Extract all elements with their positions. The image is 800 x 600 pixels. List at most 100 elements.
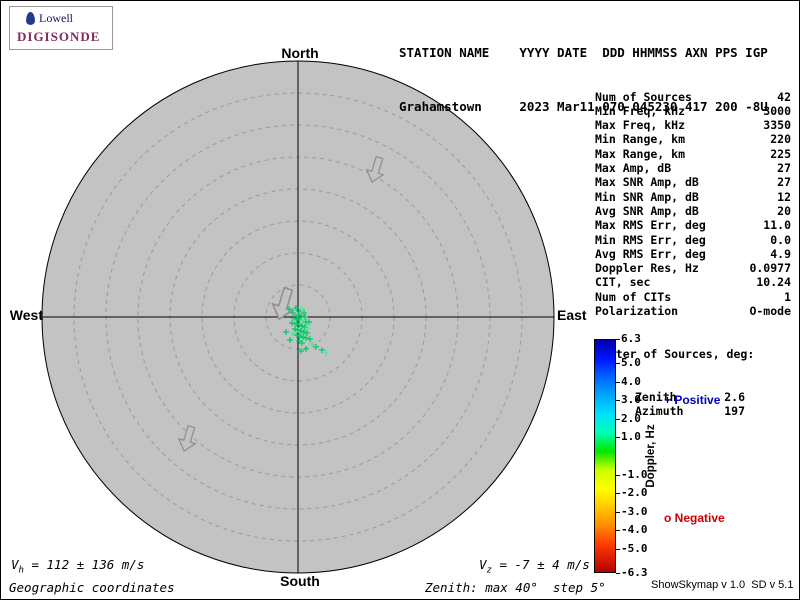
colorbar-tick-label: 6.3 — [621, 332, 641, 345]
stat-row: Min Range, km 220 — [595, 132, 791, 146]
colorbar-tick-mark — [616, 493, 620, 495]
software-version-text: ShowSkymap v 1.0 SD v 5.1 — [651, 579, 794, 591]
plus-marker-icon: + — [664, 393, 672, 407]
header-station-values: Grahamstown 2023 Mar11 070 045230 417 20… — [399, 99, 768, 114]
colorbar-tick-label: 3.0 — [621, 393, 641, 407]
stat-label: Max RMS Err, deg — [595, 218, 706, 233]
colorbar-tick-label: -2.0 — [621, 486, 648, 500]
stat-value: 3350 — [763, 118, 791, 133]
source-point — [303, 346, 309, 352]
stat-value: 10.24 — [756, 275, 791, 290]
colorbar-tick-label: -3.0 — [621, 504, 648, 518]
horizontal-velocity-text: Vh = 112 ± 136 m/s — [11, 557, 145, 576]
stat-value: 20 — [777, 203, 791, 218]
stat-value: O-mode — [749, 304, 791, 319]
colorbar-tick-mark — [616, 381, 620, 383]
stat-row: Max Range, km 225 — [595, 147, 791, 161]
stat-value: 0.0 — [770, 232, 791, 247]
stat-row: Doppler Res, Hz 0.0977 — [595, 261, 791, 275]
source-point — [307, 336, 313, 342]
source-point — [305, 325, 311, 331]
source-point — [319, 347, 325, 353]
source-point — [306, 319, 312, 325]
source-point — [290, 310, 296, 316]
cardinal-label-east: East — [557, 307, 587, 323]
source-point — [304, 330, 310, 336]
colorbar-tick-mark — [616, 530, 620, 532]
lowell-digisonde-logo: Lowell DIGISONDE — [9, 6, 113, 50]
stat-row: Max Amp, dB 27 — [595, 161, 791, 175]
stat-value: 197 — [724, 404, 745, 419]
colorbar-tick-label: 5.0 — [621, 356, 641, 370]
coordinates-note: Geographic coordinates — [9, 580, 175, 595]
colorbar-tick-mark — [616, 363, 620, 365]
colorbar-tick-label: -6.3 — [621, 566, 648, 579]
doppler-axis-label: Doppler, Hz — [645, 424, 657, 488]
source-point — [298, 328, 304, 334]
legend-positive: + Positive — [664, 393, 720, 407]
source-point — [295, 327, 301, 333]
source-point — [298, 313, 304, 319]
source-point — [291, 315, 297, 321]
stat-value: 220 — [770, 132, 791, 147]
source-point — [294, 316, 300, 322]
colorbar-tick-mark — [616, 511, 620, 513]
drift-arrow — [271, 286, 295, 321]
stat-label: Azimuth — [635, 404, 684, 419]
colorbar-tick-label: 2.0 — [621, 411, 641, 425]
source-point — [313, 344, 319, 350]
colorbar-tick-mark — [616, 339, 620, 340]
source-point — [297, 333, 303, 339]
stat-value: 0.0977 — [749, 261, 791, 276]
drift-arrow — [365, 155, 385, 183]
source-point — [323, 350, 329, 356]
stat-value: 11.0 — [763, 218, 791, 233]
source-point — [286, 306, 292, 312]
logo-lowell-text: Lowell — [39, 11, 73, 25]
colorbar-tick-mark — [616, 474, 620, 476]
stat-row: Avg RMS Err, deg 4.9 — [595, 247, 791, 261]
stats-rows: Num of Sources 42 Min Freq, kHz 3000 Max Fre… — [595, 90, 791, 319]
stat-row: Zenith 2.6 — [595, 390, 745, 404]
zenith-range-note: Zenith: max 40° step 5° — [425, 580, 606, 595]
stat-value: 1 — [784, 289, 791, 304]
station-header: STATION NAME YYYY DATE DDD HHMMSS AXN PP… — [399, 8, 768, 152]
source-point — [295, 312, 301, 318]
stat-label: Max Range, km — [595, 146, 686, 161]
stat-label: Min Range, km — [595, 132, 686, 147]
stat-label: Doppler Res, Hz — [595, 261, 699, 276]
stat-row: Num of Sources 42 — [595, 90, 791, 104]
source-point — [294, 332, 300, 338]
stat-row: Polarization O-mode — [595, 304, 791, 318]
source-point — [293, 305, 299, 311]
cardinal-label-west: West — [9, 307, 43, 323]
stat-value: 2.6 — [724, 389, 745, 404]
stat-label: Avg SNR Amp, dB — [595, 203, 699, 218]
source-point — [303, 335, 309, 341]
stat-value: 42 — [777, 89, 791, 104]
stat-row: Max RMS Err, deg 11.0 — [595, 218, 791, 232]
stat-value: 3000 — [763, 103, 791, 118]
source-point — [293, 321, 299, 327]
source-point — [300, 334, 306, 340]
colorbar-tick-mark — [616, 573, 620, 574]
cardinal-label-south: South — [280, 573, 320, 589]
stat-label: CIT, sec — [595, 275, 651, 290]
colorbar-tick-mark — [616, 437, 620, 439]
source-point — [299, 323, 305, 329]
stat-label: Max SNR Amp, dB — [595, 175, 699, 190]
stat-row: Avg SNR Amp, dB 20 — [595, 204, 791, 218]
stat-label: Min RMS Err, deg — [595, 232, 706, 247]
source-point — [301, 310, 307, 316]
stat-label: Polarization — [595, 304, 679, 319]
drift-arrow — [177, 424, 197, 452]
colorbar-tick-label: -1.0 — [621, 467, 648, 481]
source-point — [287, 337, 293, 343]
skymap — [41, 60, 555, 574]
source-point — [283, 329, 289, 335]
source-point — [299, 306, 305, 312]
source-points — [283, 305, 329, 356]
stat-value: 27 — [777, 161, 791, 176]
source-point — [301, 329, 307, 335]
